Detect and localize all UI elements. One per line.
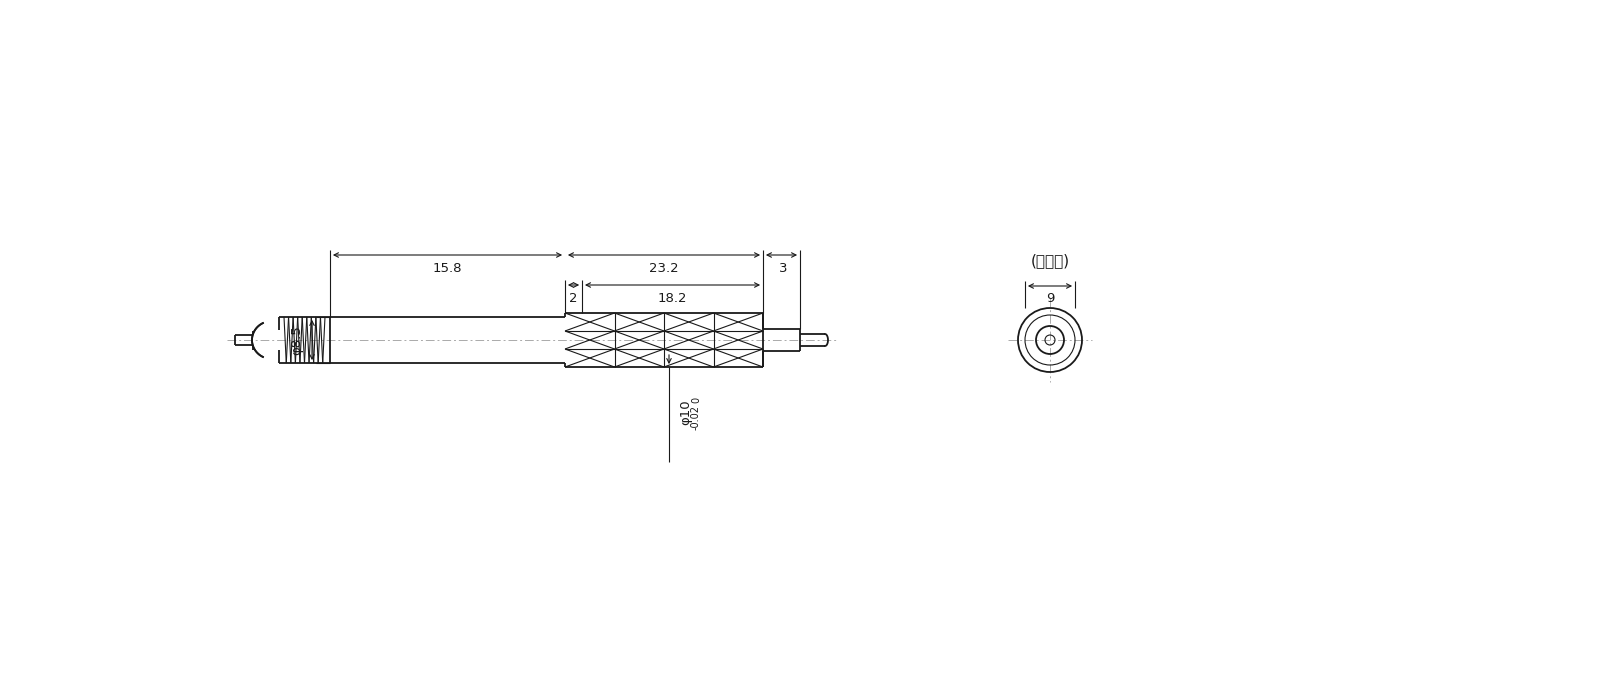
Text: 2: 2 (570, 292, 578, 305)
Text: 0: 0 (691, 397, 701, 403)
Text: φ10: φ10 (678, 399, 691, 425)
Text: 23.2: 23.2 (650, 262, 678, 275)
Text: 15.8: 15.8 (432, 262, 462, 275)
Text: 3: 3 (779, 262, 787, 275)
Text: φ8.5: φ8.5 (291, 325, 304, 355)
Text: -0.02: -0.02 (691, 405, 701, 430)
Text: 9: 9 (1046, 292, 1054, 305)
Text: 18.2: 18.2 (658, 292, 688, 305)
Text: (六角部): (六角部) (1030, 254, 1069, 269)
